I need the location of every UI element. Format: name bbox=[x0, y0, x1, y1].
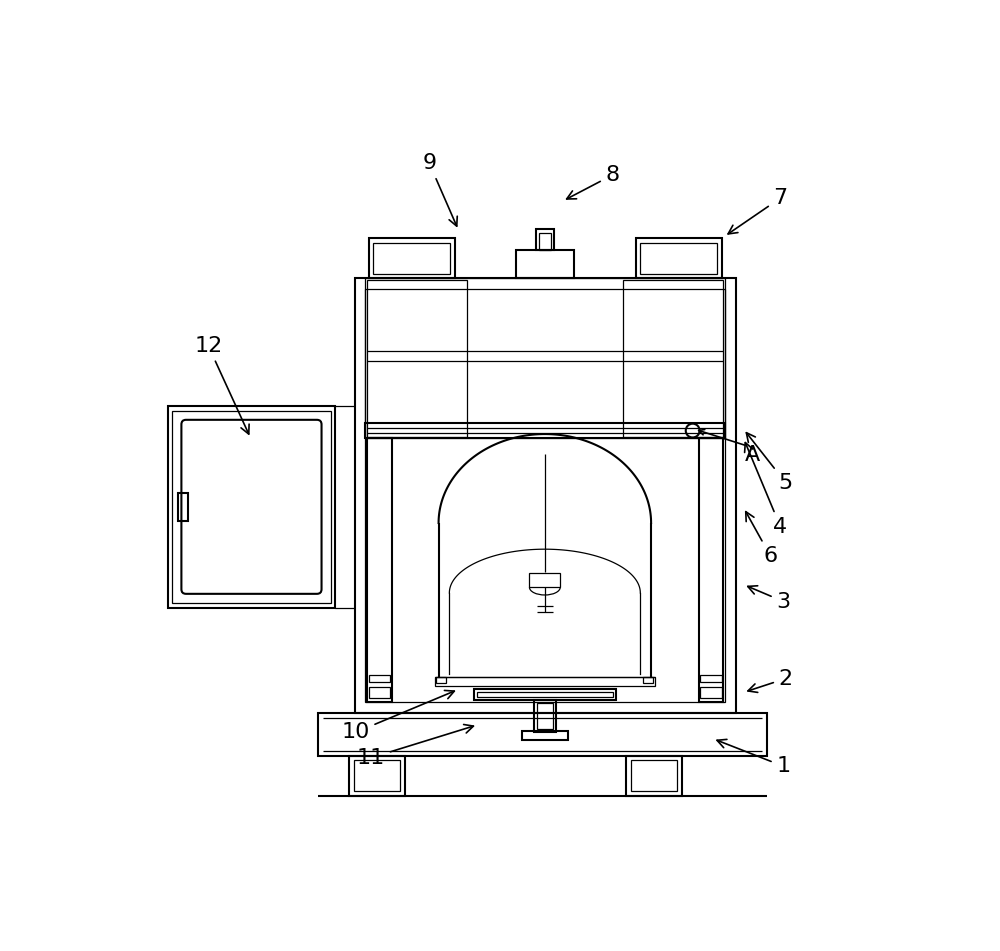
Bar bbox=[534, 700, 556, 732]
Bar bbox=[168, 406, 335, 608]
Bar bbox=[700, 687, 722, 698]
Bar bbox=[636, 238, 722, 278]
Bar bbox=[355, 278, 736, 713]
Bar bbox=[536, 229, 554, 250]
Text: 6: 6 bbox=[746, 512, 778, 566]
Text: 7: 7 bbox=[728, 188, 788, 234]
Bar bbox=[477, 692, 613, 697]
Bar bbox=[631, 760, 677, 791]
Text: 8: 8 bbox=[567, 165, 620, 199]
Bar bbox=[643, 677, 653, 683]
Bar bbox=[318, 713, 767, 755]
Bar bbox=[172, 411, 331, 603]
Text: A: A bbox=[745, 445, 760, 465]
Text: 5: 5 bbox=[746, 433, 793, 493]
Bar bbox=[367, 280, 467, 437]
Text: 10: 10 bbox=[341, 690, 454, 743]
Bar bbox=[369, 238, 455, 278]
Bar bbox=[369, 687, 390, 698]
Text: 1: 1 bbox=[717, 739, 791, 776]
Bar bbox=[369, 674, 390, 683]
Bar bbox=[373, 243, 450, 274]
Bar bbox=[700, 674, 722, 683]
Text: 4: 4 bbox=[745, 442, 788, 537]
Bar bbox=[516, 250, 574, 278]
Bar bbox=[349, 755, 405, 796]
Bar bbox=[626, 755, 682, 796]
Bar bbox=[354, 760, 400, 791]
Bar bbox=[640, 243, 717, 274]
Text: 2: 2 bbox=[748, 669, 793, 692]
Bar bbox=[365, 278, 725, 438]
Text: 3: 3 bbox=[748, 586, 791, 611]
Text: 9: 9 bbox=[422, 153, 457, 226]
Bar bbox=[623, 280, 723, 437]
Bar bbox=[522, 731, 568, 740]
Text: 12: 12 bbox=[194, 336, 249, 434]
Bar bbox=[435, 677, 655, 687]
Bar bbox=[365, 423, 725, 438]
Bar bbox=[537, 703, 553, 729]
Bar bbox=[529, 573, 560, 588]
Bar bbox=[365, 289, 725, 703]
Bar bbox=[699, 438, 723, 703]
Bar bbox=[178, 493, 188, 521]
Text: 11: 11 bbox=[357, 725, 473, 767]
Bar bbox=[539, 233, 551, 250]
Bar bbox=[367, 438, 392, 703]
Bar bbox=[474, 689, 616, 700]
Bar bbox=[436, 677, 446, 683]
